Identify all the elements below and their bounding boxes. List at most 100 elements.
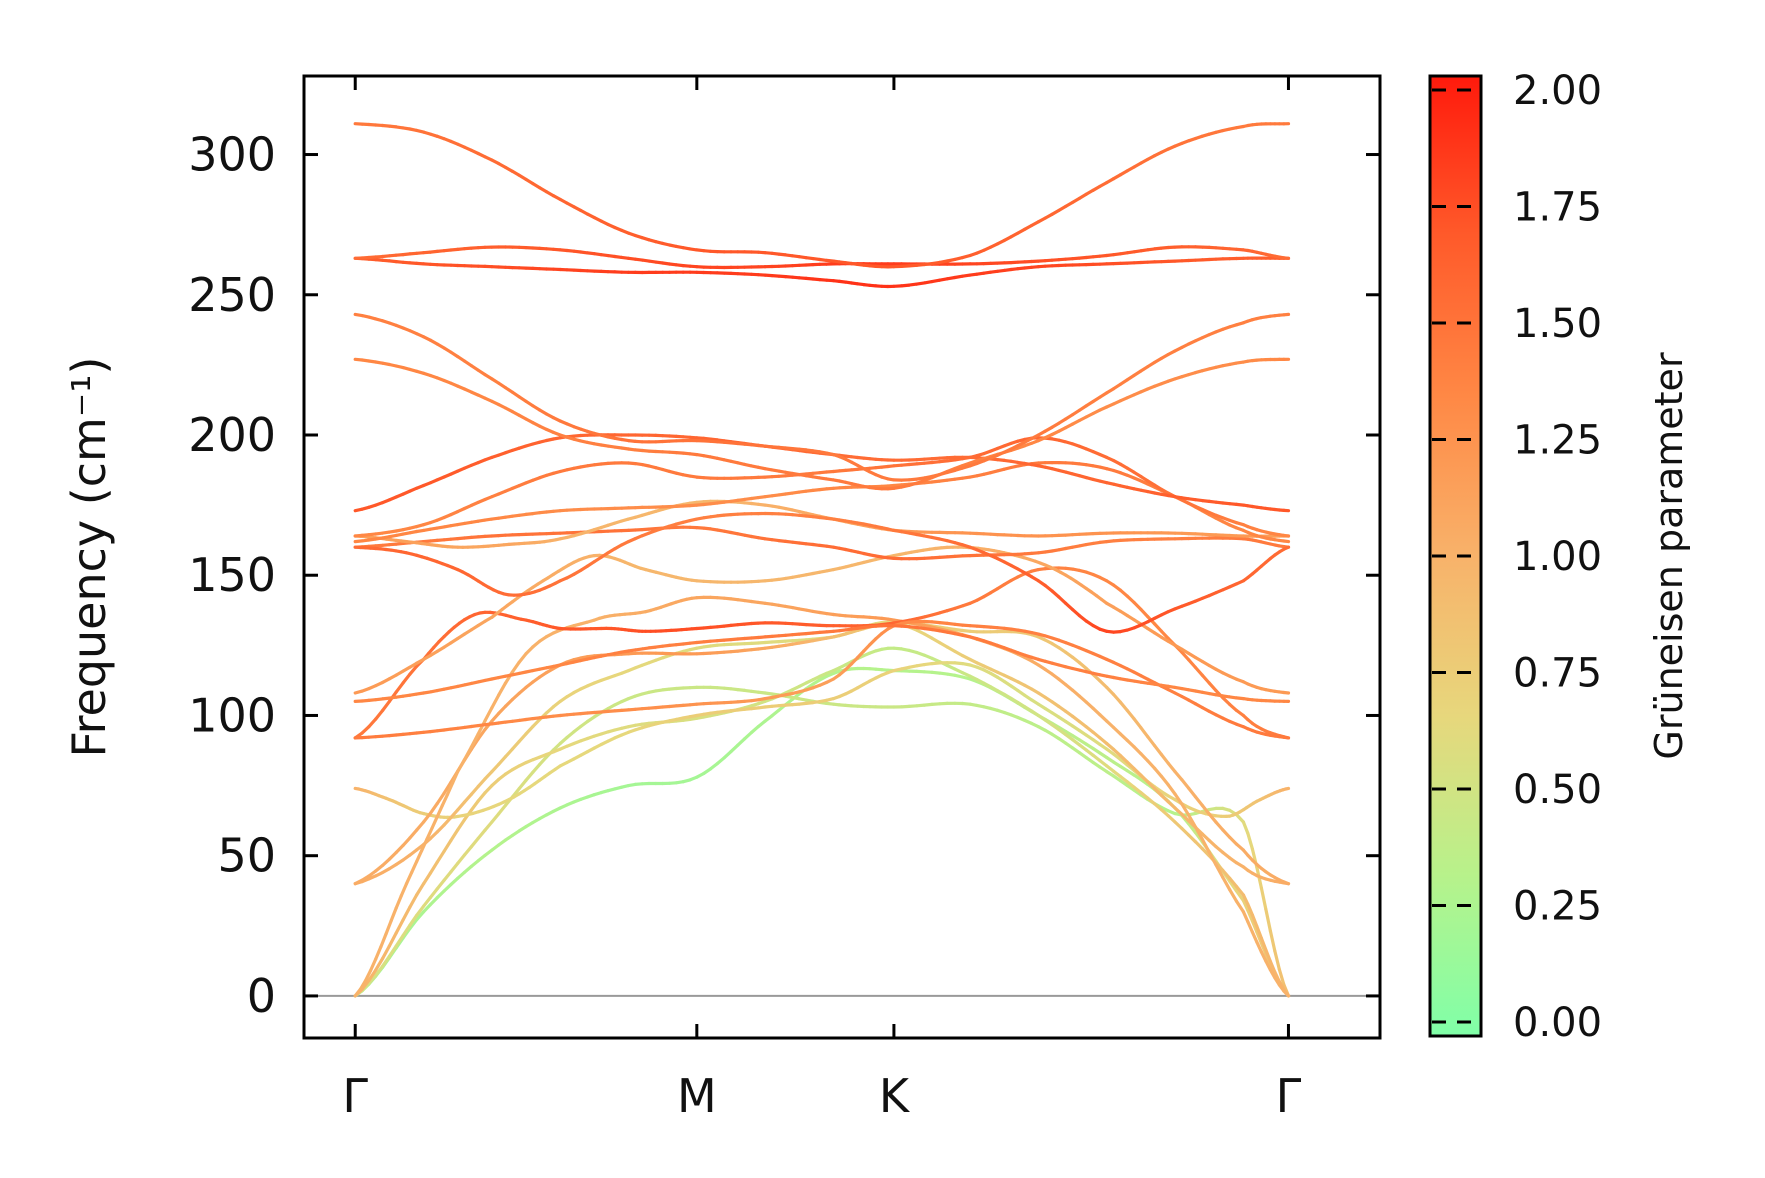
band-segment [1200,673,1211,685]
band-segment [442,870,453,882]
band-segment [1255,930,1264,945]
band-segment [1282,735,1291,740]
band-segment [517,652,528,664]
band-segment [1255,924,1264,940]
band-segment [384,919,393,936]
band-segment [1193,825,1205,842]
band-segment [408,918,419,931]
band-segment [1228,888,1239,903]
band-segment [1264,948,1273,964]
band-segment [1139,752,1150,763]
band-segment [1207,681,1218,693]
band-line [353,685,1291,998]
band-line [353,499,1291,549]
band-segment [1241,820,1250,836]
band-segment [422,902,432,914]
band-segment [394,933,405,948]
band-segment [430,815,439,830]
band-segment [387,931,398,948]
band-segment [1221,828,1232,839]
band-segment [1180,778,1191,790]
band-segment [435,823,446,834]
band-segment [1118,700,1129,713]
band-segment [1241,893,1250,907]
band-segment [1173,769,1184,782]
band-segment [1214,863,1225,880]
band-segment [1166,783,1177,796]
band-segment [415,848,424,864]
band-segment [1241,910,1250,924]
band-segment [524,770,535,782]
band-segment [1234,884,1246,897]
band-line [353,312,1291,482]
band-segment [363,968,373,983]
band-segment [379,932,388,949]
band-segment [476,828,487,841]
band-segment [1193,840,1205,851]
plot-frame [302,74,1382,1040]
band-segment [1282,545,1291,551]
band-segment [497,755,508,766]
band-segment [1259,936,1268,952]
band-segment [524,724,535,736]
colorbar: 0.00 0.25 0.50 0.75 1.00 1.25 1.50 1.75 2.00 [1428,68,1602,1046]
band-segment [1159,774,1170,787]
band-segment [456,818,467,832]
band-segment [456,800,467,812]
band-segment [435,791,446,806]
band-segment [1200,847,1211,858]
band-segment [1159,752,1170,765]
band-segment [483,769,494,781]
band-segment [1228,879,1239,893]
band-segment [503,747,515,759]
band-segment [1146,735,1157,748]
band-segment [517,778,528,791]
band-line [353,357,1291,491]
plot-area: 0 50 100 150 200 250 300 Γ M K Γ [188,74,1382,1123]
band-segment [483,706,494,723]
band-segment [456,853,467,866]
colorbar-tick-label: 0.75 [1513,651,1602,697]
band-segment [476,777,487,789]
band-segment [374,956,385,972]
band-segment [415,904,426,917]
band-segment [1282,880,1291,886]
band-segment [497,803,508,816]
band-segment [1259,950,1268,963]
band-segment [1273,949,1282,972]
band-segment [531,717,542,729]
band-line [353,619,1291,740]
band-segment [1282,533,1291,538]
band-line [353,620,1291,886]
band-segment [449,861,460,874]
band-segment [483,783,494,795]
band-segment [428,896,439,907]
band-segment [497,704,508,716]
band-segment [1187,786,1198,799]
band-segment [415,820,426,832]
band-segment [1234,889,1246,903]
band-segment [1250,913,1259,929]
band-lines [353,122,1291,998]
band-segment [394,681,405,694]
band-segment [410,859,419,875]
band-segment [1207,812,1218,824]
band-segment [1207,850,1218,867]
band-segment [401,905,412,922]
y-tick-label: 250 [188,268,276,322]
band-line [353,595,1291,998]
band-segment [462,792,473,804]
band-segment [517,732,528,744]
band-segment [469,836,480,849]
band-line [353,436,1291,538]
band-segment [1152,622,1164,633]
y-tick-label: 200 [188,408,276,462]
band-segment [1200,837,1211,854]
band-segment [1282,256,1291,260]
band-segment [399,882,409,898]
band-segment [367,973,378,986]
band-segment [1111,692,1123,704]
y-tick-label: 50 [217,829,276,883]
